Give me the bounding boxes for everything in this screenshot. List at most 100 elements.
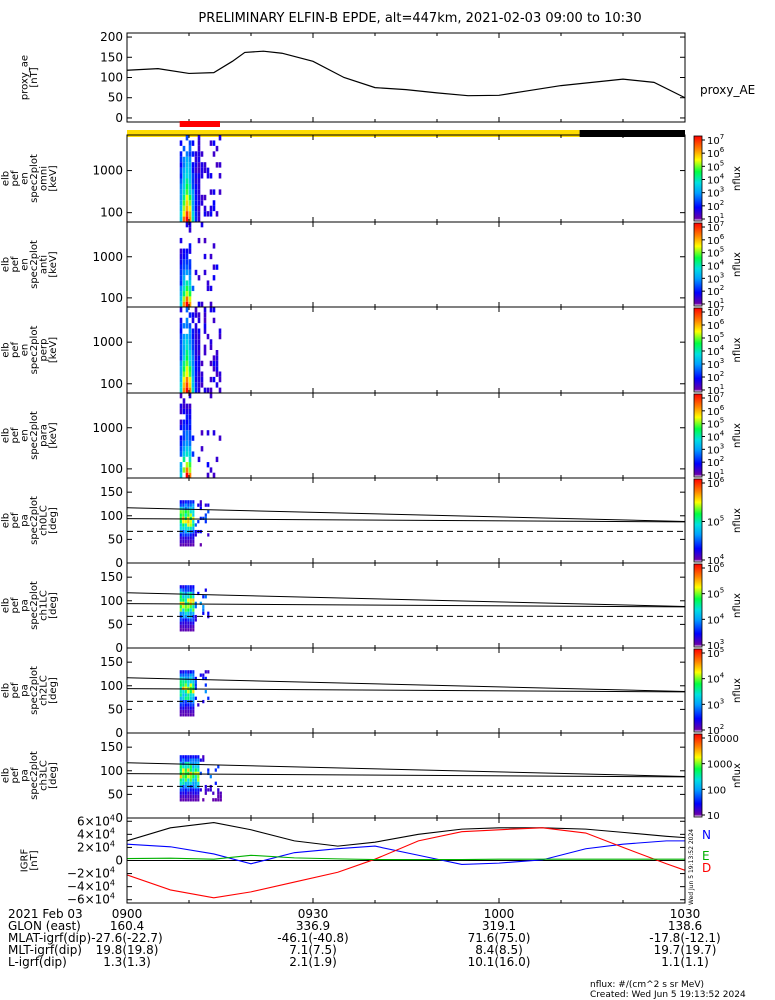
spec_omni-cell: [215, 211, 219, 217]
ae-ytick-label: 50: [108, 91, 123, 105]
spec_omni-cell: [200, 200, 204, 206]
spec_omni-cell: [194, 216, 198, 222]
pa_ch1-cell: [189, 601, 192, 606]
igrf-series-D: [126, 827, 686, 899]
pa_ch1-cell: [189, 611, 192, 615]
pa_ch3-cell: [179, 794, 182, 799]
spec_anti-cell: [209, 301, 213, 307]
pa_ch0-cell: [187, 543, 190, 547]
spec_perp-ylabel-line: en: [19, 344, 30, 357]
pa_ch3-cell: [184, 771, 187, 776]
pa_ch2-cell: [194, 686, 197, 691]
spec_anti-cell: [179, 275, 183, 281]
spec_omni-cell: [191, 178, 195, 184]
spec_anti-cell: [182, 248, 186, 254]
pa_ch0-cell: [189, 523, 192, 527]
spec_perp-cell: [197, 371, 201, 377]
pa_ch0-cell: [179, 503, 182, 507]
pa_ch2-cell: [192, 680, 195, 684]
pa_ch3-cell: [204, 791, 207, 795]
spec_anti-cell: [179, 301, 183, 307]
spec_perp-cell: [182, 371, 186, 377]
spec_perp-colorbar-label: 107: [707, 305, 724, 319]
spec_perp-cell: [188, 328, 192, 334]
spec_omni-cell: [182, 216, 186, 222]
xaxis-row-value: 1000: [484, 907, 515, 921]
spec_perp-cell: [182, 344, 186, 350]
spec_perp-cell: [185, 376, 189, 383]
spec_perp-cell: [179, 371, 183, 377]
spec_omni-cell: [179, 140, 183, 146]
pa_ch1-ytick-label: 100: [100, 594, 123, 608]
status-bar-red: [179, 121, 220, 127]
spec_omni-cell: [206, 211, 210, 217]
pa_ch2-cell: [179, 693, 182, 697]
pa_ch1-cell: [187, 611, 190, 615]
spec_omni-cell: [179, 167, 183, 174]
pa_ch1-cell: [202, 595, 205, 599]
pa_ch2-cell: [189, 709, 192, 714]
pa_ch1-cell: [182, 608, 185, 612]
pa_ch2-ylabel-line: pa: [19, 684, 30, 696]
pa_ch3-cell: [184, 794, 187, 799]
pa_ch1-ytick-label: 50: [108, 617, 123, 631]
pa_ch3-cell: [189, 775, 192, 779]
spec_perp-cell: [179, 366, 183, 372]
igrf-series-N: [126, 822, 686, 847]
spec_perp-cell: [179, 350, 183, 356]
spec_para-ylabel-line: en: [19, 429, 30, 442]
spec_omni-cell: [179, 178, 183, 184]
spec_anti-cell: [203, 269, 207, 276]
pa_ch1-cell: [187, 621, 190, 625]
spec_omni-ylabel-line: [keV]: [48, 165, 59, 191]
pa_ch1-cell: [184, 624, 187, 629]
spec_perp-cell: [197, 317, 201, 324]
spec_para-cell: [179, 393, 183, 399]
pa_ch2-ytick-label: 0: [115, 726, 123, 740]
pa_ch0-cell: [187, 506, 190, 511]
pa_ch1-ytick-label: 150: [100, 570, 123, 584]
spec_anti-cell: [209, 285, 213, 292]
xaxis-row-value: 336.9: [296, 919, 330, 933]
pa_ch0-cell: [187, 510, 190, 514]
pa_ch2-cell: [184, 703, 187, 707]
spec_perp-cell: [185, 366, 189, 372]
pa_ch3-cell: [217, 765, 220, 769]
pa_ch3-cell: [194, 768, 197, 772]
pa_ch1-cell: [182, 585, 185, 589]
pa_ch1-cell: [192, 621, 195, 625]
spec_perp-cell: [200, 382, 204, 388]
spec_anti-cell: [212, 243, 216, 249]
spec_perp-cell: [197, 387, 201, 393]
pa_ch2-cell: [179, 683, 182, 687]
spec_omni-cell: [179, 156, 183, 163]
spec_para-cell: [200, 446, 204, 452]
pa_ch3-zlabel: nflux: [732, 763, 743, 788]
pa_ch2-cell: [192, 713, 195, 717]
pa_ch2-cell: [189, 676, 192, 681]
spec_perp-cell: [212, 366, 216, 372]
igrf-ytick-label: −4×104: [67, 879, 115, 894]
pa_ch3-cell: [199, 788, 202, 792]
pa_ch0-cell: [204, 516, 207, 521]
spec_omni-cell: [185, 167, 189, 174]
pa_ch0-cell: [184, 513, 187, 517]
pa_ch1-cell: [184, 588, 187, 592]
pa_ch0-cell: [182, 543, 185, 547]
spec_omni-cell: [191, 194, 195, 201]
spec_omni-cell: [191, 183, 195, 190]
spec_perp-cell: [194, 339, 198, 345]
pa_ch0-cell: [192, 533, 195, 537]
pa_ch2-cell: [202, 673, 205, 677]
pa_ch3-cell: [184, 788, 187, 792]
pa_ch0-cell: [207, 533, 210, 537]
pa_ch3-cell: [182, 758, 185, 762]
spec_perp-cell: [203, 317, 207, 324]
pa_ch0-cell: [189, 500, 192, 504]
pa_ch2-cell: [189, 683, 192, 687]
pa_ch2-cell: [187, 706, 190, 710]
pa_ch2-cell: [182, 713, 185, 717]
pa_ch3-cell: [187, 778, 190, 782]
spec_anti-cell: [200, 301, 204, 307]
spec_omni-cell: [197, 167, 201, 174]
